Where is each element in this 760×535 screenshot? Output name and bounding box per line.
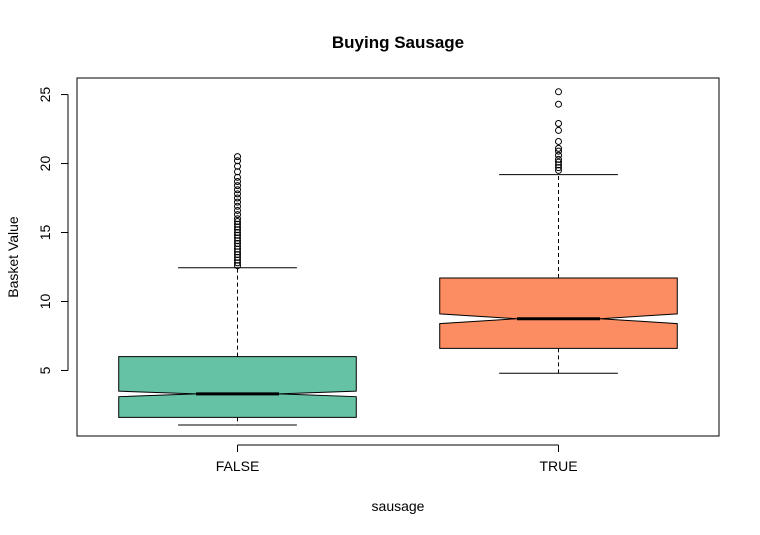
boxes xyxy=(118,88,678,426)
y-tick-label: 5 xyxy=(37,366,53,374)
box-body xyxy=(118,356,357,418)
outlier-point xyxy=(555,100,562,108)
outlier-point xyxy=(234,194,241,202)
box-group-false xyxy=(118,153,357,426)
y-axis-label: Basket Value xyxy=(5,216,21,298)
y-tick-label: 25 xyxy=(37,87,53,103)
outlier-point xyxy=(234,198,241,206)
chart-title: Buying Sausage xyxy=(332,33,464,52)
y-tick-label: 10 xyxy=(37,293,53,309)
outlier-point xyxy=(234,157,241,165)
outlier-point xyxy=(555,151,562,159)
outlier-point xyxy=(234,153,241,161)
outlier-point xyxy=(555,144,562,152)
outlier-point xyxy=(555,155,562,163)
outlier-point xyxy=(555,126,562,134)
outlier-point xyxy=(234,202,241,210)
outlier-point xyxy=(555,137,562,145)
y-tick-label: 20 xyxy=(37,156,53,172)
plot-frame xyxy=(76,77,720,437)
outlier-point xyxy=(234,177,241,185)
outlier-point xyxy=(234,215,241,223)
outlier-point xyxy=(234,190,241,198)
outlier-point xyxy=(555,158,562,166)
box-body xyxy=(439,277,678,349)
x-axis-label: sausage xyxy=(372,498,425,514)
outlier-point xyxy=(555,120,562,128)
x-tick-label: TRUE xyxy=(539,458,577,474)
outlier-point xyxy=(555,147,562,155)
y-axis: 5 10 15 20 25 xyxy=(37,87,69,374)
y-tick-label: 15 xyxy=(37,225,53,241)
box-group-true xyxy=(439,88,678,374)
outlier-point xyxy=(555,88,562,96)
x-tick-label: FALSE xyxy=(216,458,260,474)
outlier-point xyxy=(234,186,241,194)
outlier-point xyxy=(234,206,241,214)
outlier-point xyxy=(234,182,241,190)
outlier-point xyxy=(234,217,241,225)
x-axis: FALSE TRUE xyxy=(216,444,578,474)
outlier-point xyxy=(234,211,241,219)
